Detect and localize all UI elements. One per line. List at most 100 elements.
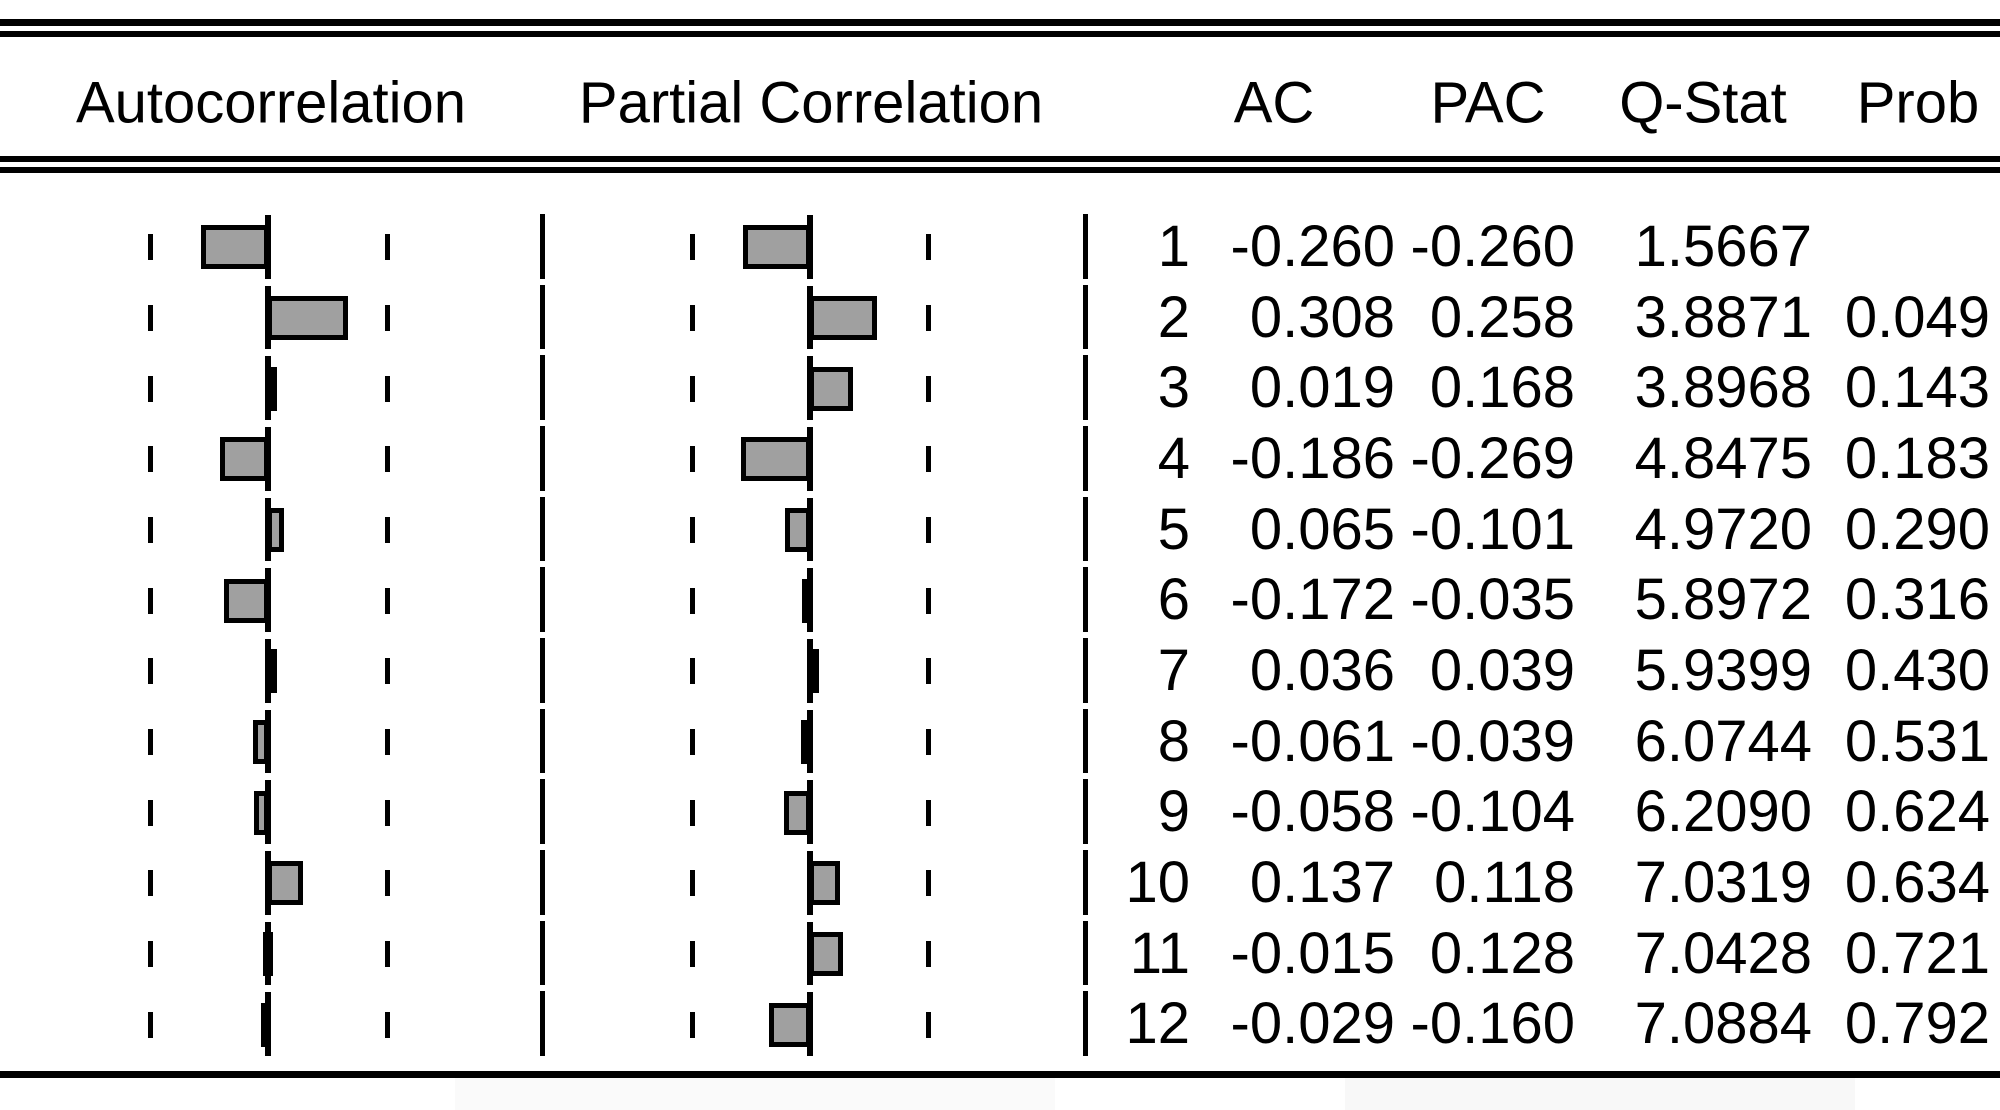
top-border-line-1 [0,19,2000,26]
column-separator [540,850,545,915]
column-separator [1083,284,1088,350]
confidence-dash [385,304,390,331]
ac-column-header: AC [1233,70,1315,136]
bottom-border-line [0,1071,2000,1078]
column-separator [540,920,545,986]
confidence-dash [926,1011,931,1038]
correlogram-row: 11 -0.015 0.128 7.0428 0.721 [0,919,2000,990]
confidence-dash [690,658,695,685]
ac-bar [267,861,303,906]
confidence-dash [385,234,390,261]
header-separator-line-2 [0,167,2000,173]
confidence-dash [148,1011,153,1038]
lag-value: 2 [1157,284,1190,350]
ac-value: -0.058 [1230,779,1395,845]
autocorrelation-chart-header: Autocorrelation [75,70,467,136]
confidence-dash [148,234,153,261]
prob-value: 0.721 [1844,920,1990,986]
qstat-value: 3.8871 [1634,284,1812,350]
correlogram-row: 7 0.036 0.039 5.9399 0.430 [0,636,2000,707]
correlogram-row: 8 -0.061 -0.039 6.0744 0.531 [0,707,2000,778]
pac-value: -0.160 [1410,991,1575,1057]
pac-bar [801,578,812,623]
column-separator [540,779,545,844]
column-separator [540,426,545,491]
confidence-dash [385,870,390,897]
prob-value: 0.049 [1844,284,1990,350]
correlogram-row: 1 -0.260 -0.260 1.5667 [0,212,2000,283]
confidence-dash [148,587,153,614]
confidence-dash [690,234,695,261]
confidence-dash [148,304,153,331]
qstat-value: 7.0884 [1634,991,1812,1057]
pac-bar [809,861,840,906]
confidence-dash [148,658,153,685]
confidence-dash [926,234,931,261]
confidence-dash [926,799,931,826]
qstat-value: 5.9399 [1634,638,1812,703]
column-separator [540,214,545,279]
ac-value: 0.137 [1249,850,1395,915]
column-separator [540,991,545,1056]
pac-column-header: PAC [1430,70,1546,136]
column-separator [1083,991,1088,1056]
pac-value: 0.039 [1429,638,1575,703]
ac-value: -0.172 [1230,567,1395,633]
correlogram-row: 6 -0.172 -0.035 5.8972 0.316 [0,565,2000,636]
confidence-dash [926,728,931,755]
correlogram-row: 2 0.308 0.258 3.8871 0.049 [0,283,2000,354]
pac-bar [809,366,854,411]
ac-bar [253,790,269,835]
confidence-dash [926,304,931,331]
confidence-dash [385,799,390,826]
pac-value: -0.101 [1410,496,1575,562]
column-separator [1083,850,1088,915]
ac-value: -0.015 [1230,920,1395,986]
qstat-value: 4.8475 [1634,426,1812,491]
confidence-dash [148,516,153,543]
confidence-dash [690,728,695,755]
confidence-dash [385,1011,390,1038]
column-separator [1083,214,1088,279]
confidence-dash [385,516,390,543]
pac-bar [809,931,843,976]
confidence-dash [690,446,695,473]
pac-value: -0.035 [1410,567,1575,633]
confidence-dash [148,375,153,402]
confidence-dash [385,728,390,755]
ac-bar [267,649,277,694]
pac-value: 0.128 [1429,920,1575,986]
confidence-dash [690,1011,695,1038]
column-separator [540,355,545,420]
confidence-dash [690,304,695,331]
column-separator [540,284,545,350]
correlogram-row: 10 0.137 0.118 7.0319 0.634 [0,848,2000,919]
pac-value: -0.260 [1410,214,1575,279]
ac-bar [223,578,269,623]
confidence-dash [148,870,153,897]
pac-value: -0.104 [1410,779,1575,845]
confidence-dash [148,446,153,473]
ac-value: 0.065 [1249,496,1395,562]
ac-value: 0.019 [1249,355,1395,421]
pac-bar [809,649,820,694]
prob-value: 0.143 [1844,355,1990,421]
lag-value: 6 [1157,567,1190,633]
confidence-dash [690,799,695,826]
confidence-dash [926,587,931,614]
ac-bar [267,366,277,411]
confidence-dash [926,516,931,543]
partial-correlation-chart-header: Partial Correlation [578,70,1044,136]
ac-value: -0.061 [1230,708,1395,774]
qstat-value: 5.8972 [1634,567,1812,633]
prob-value: 0.624 [1844,779,1990,845]
qstat-value: 7.0319 [1634,850,1812,915]
lag-value: 9 [1157,779,1190,845]
column-separator [540,708,545,774]
qstat-value: 3.8968 [1634,355,1812,421]
prob-value: 0.430 [1844,638,1990,703]
correlogram-row: 4 -0.186 -0.269 4.8475 0.183 [0,424,2000,495]
pac-bar [769,1002,811,1047]
qstat-value: 6.0744 [1634,708,1812,774]
qstat-value: 6.2090 [1634,779,1812,845]
